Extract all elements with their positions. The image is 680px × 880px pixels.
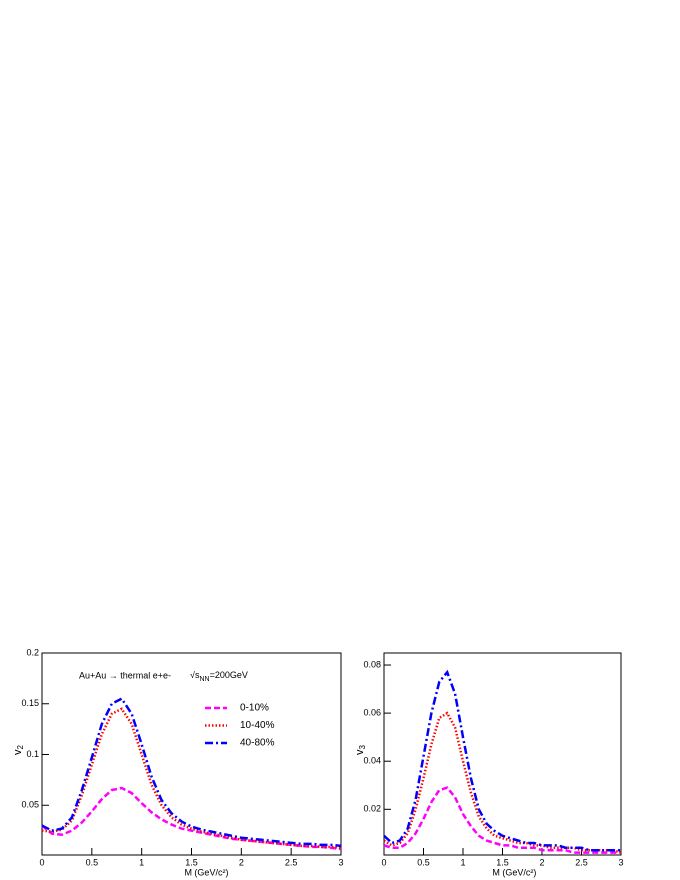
x-tick-label: 1.5 xyxy=(496,857,509,867)
series-line xyxy=(41,707,342,850)
x-tick-label: 2 xyxy=(539,857,544,867)
x-tick-label: 1 xyxy=(139,857,144,867)
y-tick-label: 0.02 xyxy=(363,804,381,814)
x-tick-label: 0 xyxy=(381,857,386,867)
energy-label: √sNN=200GeV xyxy=(190,670,248,682)
y-tick-label: 0.06 xyxy=(363,707,381,717)
series-line xyxy=(383,786,621,854)
y-axis-label: v2 xyxy=(12,744,25,755)
y-tick-label: 0.08 xyxy=(363,659,381,669)
energy-sqrt: √s xyxy=(190,670,200,680)
x-tick-label: 1 xyxy=(460,857,465,867)
x-tick-label: 3 xyxy=(618,857,623,867)
x-tick-label: 2.5 xyxy=(575,857,588,867)
x-tick-label: 2 xyxy=(239,857,244,867)
series-line xyxy=(383,669,621,852)
x-axis-label: M (GeV/c²) xyxy=(184,867,228,877)
y-axis-subscript: 3 xyxy=(358,744,367,749)
y-tick-label: 0.2 xyxy=(26,647,39,657)
series-line xyxy=(383,711,622,854)
energy-subscript: NN xyxy=(199,676,209,683)
chart: 0 0.5 1 1.5 2 2.5 30.050.10.150.2M (GeV/c²)v2A… xyxy=(12,647,344,877)
series-line xyxy=(41,786,342,851)
series-line xyxy=(41,697,342,848)
x-axis-label: M (GeV/c²) xyxy=(492,867,536,877)
x-tick-label: 2.5 xyxy=(285,857,298,867)
y-axis-symbol: v xyxy=(354,749,366,755)
x-tick-label: 1.5 xyxy=(185,857,198,867)
y-tick-label: 0.15 xyxy=(21,698,39,708)
plot-frame xyxy=(41,652,342,856)
annotation: Au+Au → thermal e+e- xyxy=(79,670,171,680)
y-tick-label: 0.04 xyxy=(363,756,381,766)
energy-value: =200GeV xyxy=(210,670,248,680)
x-tick-label: 3 xyxy=(338,857,343,867)
legend-label: 10-40% xyxy=(240,720,275,731)
legend-label: 0-10% xyxy=(240,703,269,714)
x-tick-label: 0.5 xyxy=(417,857,430,867)
y-axis-subscript: 2 xyxy=(16,744,25,749)
y-axis-symbol: v xyxy=(12,749,24,755)
y-tick-label: 0.05 xyxy=(21,800,39,810)
chart: 0 0.5 1 1.5 2 2.5 3 0.02 0.04 0.06 0.08 M (GeV/c²) v… xyxy=(354,652,624,877)
y-axis-label: v3 xyxy=(354,744,367,755)
legend-label: 40-80% xyxy=(240,738,275,749)
x-tick-label: 0 xyxy=(39,857,44,867)
y-tick-label: 0.1 xyxy=(26,749,39,759)
x-tick-label: 0.5 xyxy=(86,857,99,867)
